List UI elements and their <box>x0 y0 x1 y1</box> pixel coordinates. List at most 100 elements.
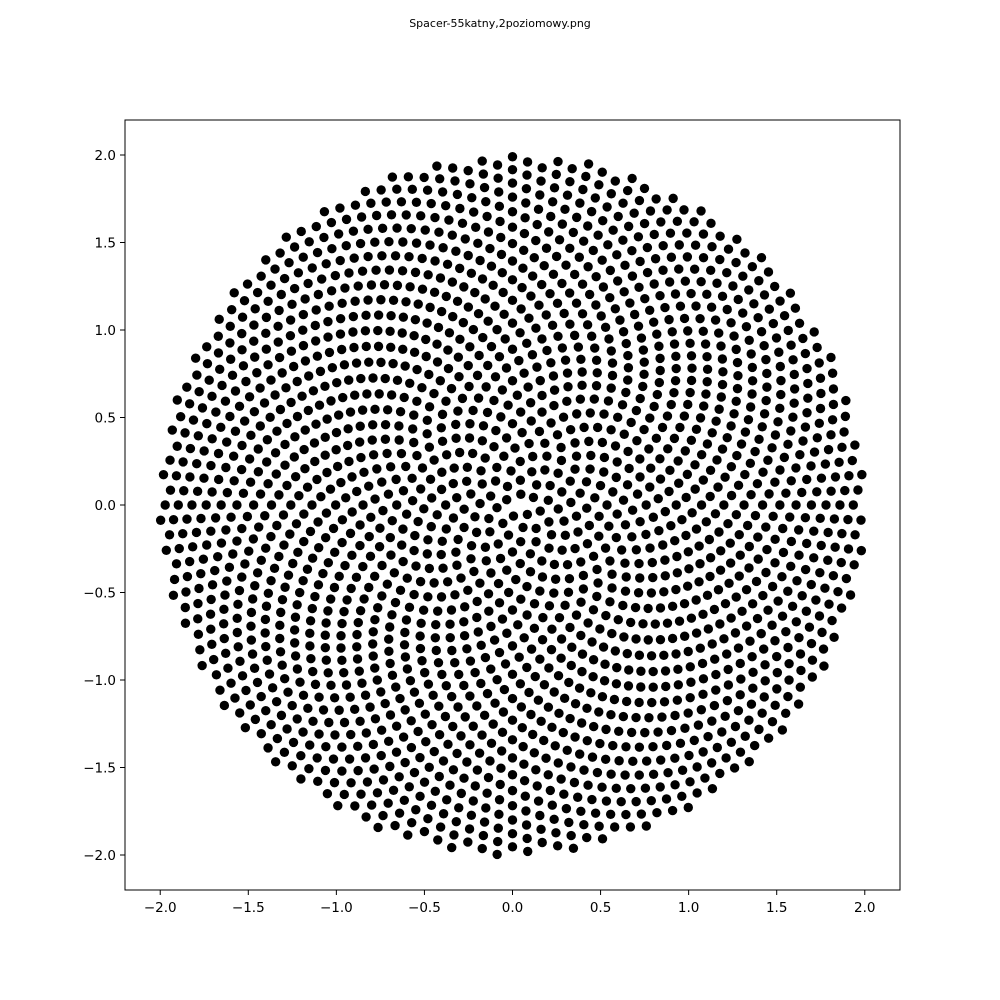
scatter-point <box>314 400 325 410</box>
scatter-point <box>422 185 433 195</box>
scatter-point <box>490 301 500 311</box>
scatter-point <box>508 511 519 521</box>
scatter-point <box>696 206 706 216</box>
scatter-point <box>579 422 589 433</box>
scatter-point <box>380 698 390 709</box>
scatter-point <box>798 436 808 446</box>
scatter-point <box>559 516 569 526</box>
scatter-point <box>740 427 751 437</box>
scatter-point <box>293 268 304 278</box>
scatter-point <box>611 472 621 483</box>
scatter-point <box>435 376 446 386</box>
scatter-point <box>620 260 630 270</box>
scatter-point <box>493 578 504 589</box>
scatter-point <box>421 351 431 362</box>
scatter-point <box>419 777 430 787</box>
scatter-point <box>712 455 722 465</box>
scatter-point <box>327 362 338 373</box>
scatter-point <box>449 463 459 473</box>
scatter-point <box>794 550 804 560</box>
scatter-point <box>522 833 532 844</box>
scatter-point <box>408 424 418 434</box>
scatter-point <box>405 378 415 389</box>
scatter-point <box>524 313 534 323</box>
scatter-point <box>415 576 426 587</box>
scatter-point <box>593 230 603 240</box>
scatter-point <box>398 486 409 496</box>
scatter-point <box>691 424 702 434</box>
scatter-point <box>394 421 404 431</box>
scatter-point <box>328 754 339 764</box>
scatter-point <box>529 748 540 758</box>
scatter-point <box>738 308 748 318</box>
scatter-point <box>606 383 616 393</box>
scatter-point <box>575 198 585 208</box>
scatter-point <box>697 658 708 669</box>
scatter-point <box>213 448 224 459</box>
scatter-point <box>615 315 625 325</box>
scatter-point <box>562 368 573 378</box>
scatter-point <box>436 549 446 560</box>
scatter-point <box>757 422 767 432</box>
scatter-point <box>363 251 373 262</box>
scatter-point <box>197 660 207 671</box>
scatter-point <box>795 682 806 692</box>
scatter-point <box>337 655 347 666</box>
scatter-point <box>333 229 344 239</box>
scatter-point <box>283 687 293 697</box>
scatter-point <box>425 240 435 250</box>
scatter-point <box>847 455 857 466</box>
scatter-point <box>232 536 242 546</box>
scatter-point <box>355 238 366 249</box>
scatter-point <box>642 267 653 278</box>
scatter-point <box>714 527 724 537</box>
scatter-point <box>770 534 780 545</box>
scatter-point <box>299 536 309 547</box>
scatter-point <box>383 489 394 499</box>
scatter-point <box>168 590 179 600</box>
scatter-point <box>507 641 518 651</box>
scatter-point <box>468 721 478 731</box>
scatter-point <box>368 651 378 661</box>
scatter-point <box>664 277 675 287</box>
x-tick-label: 0.0 <box>502 900 523 916</box>
scatter-point <box>391 474 401 485</box>
scatter-point <box>483 589 494 599</box>
scatter-point <box>266 575 276 586</box>
scatter-point <box>522 581 532 592</box>
scatter-point <box>263 743 273 753</box>
scatter-point <box>662 411 673 421</box>
scatter-point <box>215 685 225 695</box>
scatter-point <box>424 762 434 772</box>
scatter-point <box>308 716 318 726</box>
scatter-point <box>277 660 287 670</box>
scatter-point <box>610 441 621 451</box>
scatter-point <box>521 198 531 208</box>
scatter-point <box>378 505 388 516</box>
scatter-point <box>611 679 622 689</box>
scatter-point <box>669 433 680 444</box>
scatter-point <box>339 606 349 617</box>
scatter-point <box>738 271 748 281</box>
scatter-point <box>533 695 544 705</box>
scatter-point <box>478 169 489 179</box>
scatter-point <box>262 435 273 445</box>
scatter-point <box>520 791 530 801</box>
scatter-point <box>767 443 777 453</box>
scatter-point <box>165 455 175 465</box>
scatter-point <box>735 658 745 669</box>
scatter-point <box>324 301 334 311</box>
scatter-point <box>483 227 494 237</box>
scatter-point <box>485 527 495 537</box>
scatter-point <box>545 785 556 796</box>
scatter-point <box>355 540 365 551</box>
scatter-point <box>494 809 504 820</box>
scatter-point <box>454 447 465 458</box>
scatter-point <box>775 465 785 475</box>
scatter-point <box>667 327 677 337</box>
scatter-point <box>541 753 551 763</box>
scatter-point <box>394 435 404 445</box>
scatter-point <box>307 500 317 510</box>
scatter-point <box>650 619 660 629</box>
scatter-point <box>763 605 773 615</box>
